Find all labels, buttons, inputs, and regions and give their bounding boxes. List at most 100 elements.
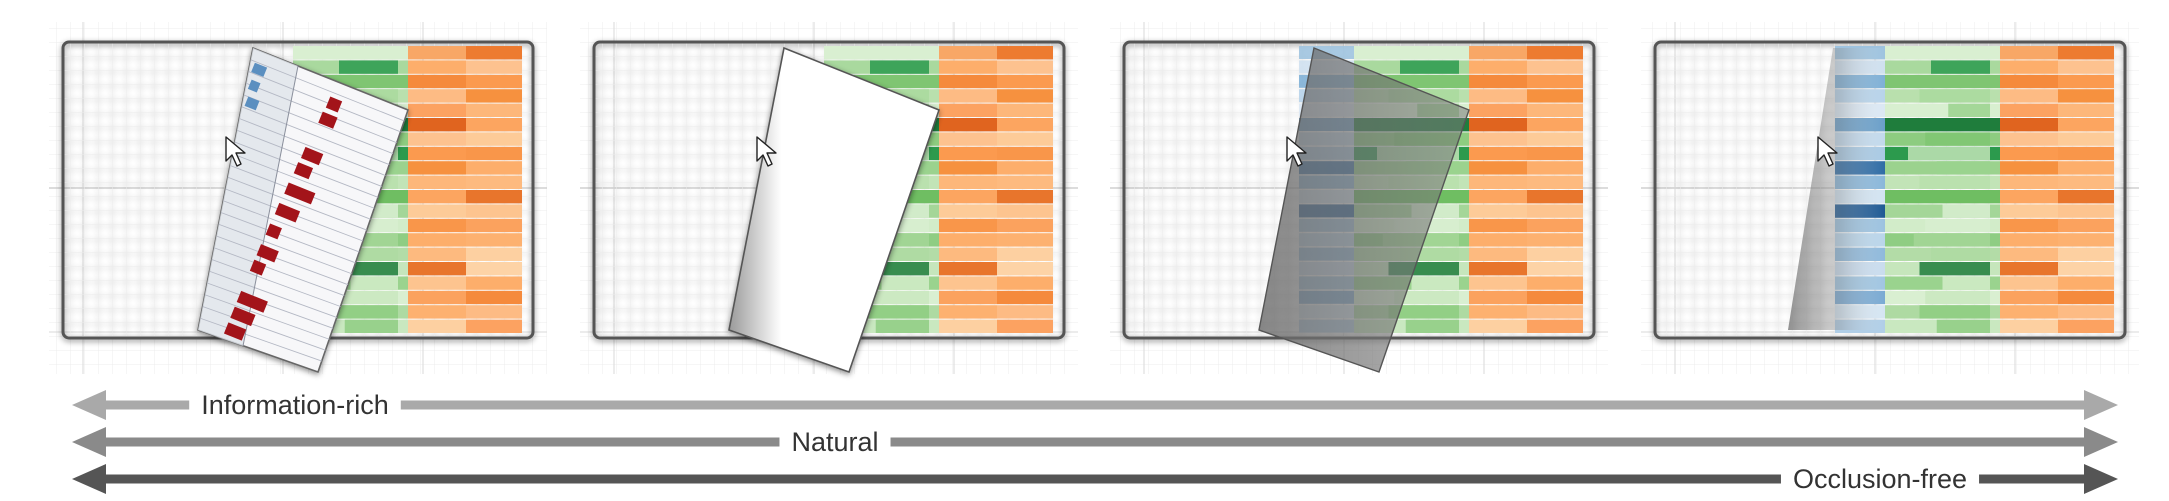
table-cell-orange: [1527, 290, 1583, 305]
table-cell-orange: [466, 118, 522, 132]
flip-card-rule: [218, 223, 352, 275]
table-cell-orange: [939, 175, 997, 189]
flip-card-rule: [232, 153, 375, 209]
panel-4: [1641, 22, 2139, 374]
table-cell-orange: [466, 74, 522, 89]
table-cell-orange: [2058, 103, 2114, 117]
table-cell-green-bar: [870, 60, 929, 74]
table-header-green: [1885, 46, 2000, 60]
flip-card-blue-bar: [251, 62, 268, 77]
table-cell-orange: [2000, 103, 2058, 117]
table-cell-orange: [2000, 276, 2058, 290]
table-cell-orange: [2000, 74, 2058, 89]
table-cell-orange: [1469, 305, 1527, 319]
table-cell-orange: [466, 190, 522, 204]
table-cell-orange: [466, 175, 522, 189]
flip-chart-bar: [284, 182, 316, 205]
mouse-pointer-icon: [756, 136, 777, 167]
table-cell-orange: [997, 204, 1053, 218]
table-cell-orange: [1527, 146, 1583, 161]
table-cell-green-bar: [1388, 305, 1459, 319]
table-cell-orange: [408, 103, 466, 117]
gradient-peel-face: [1788, 48, 1885, 330]
table-cell-orange: [1527, 319, 1583, 333]
flip-card-rule: [202, 306, 326, 351]
table-cell-green-bar: [875, 319, 929, 333]
table-cell-orange: [1469, 175, 1527, 189]
table-cell-orange: [408, 89, 466, 103]
table-cell-orange: [939, 305, 997, 319]
translucent-card-face: [1258, 47, 1470, 373]
panel-3: [1110, 22, 1608, 374]
table-cell-orange: [997, 60, 1053, 74]
scale-label: Information-rich: [201, 390, 389, 420]
table-cell-orange: [1469, 276, 1527, 290]
table-cell-green-bar: [1400, 60, 1459, 74]
table-cell-orange: [2000, 204, 2058, 218]
table-cell-orange: [939, 146, 997, 161]
table-cell-orange: [939, 60, 997, 74]
table-cell-orange: [2058, 89, 2114, 103]
table-cell-green-bar: [1948, 103, 1990, 117]
flip-card-rule: [243, 94, 394, 155]
table-cell-orange: [939, 290, 997, 305]
table-cell-orange: [997, 218, 1053, 233]
table-cell-green-bar: [1931, 247, 1990, 261]
flip-card-rule: [211, 259, 341, 307]
table-cell-green-bar: [1936, 319, 1990, 333]
table-cell-orange: [939, 276, 997, 290]
table-cell-orange: [408, 146, 466, 161]
arrow-head-right-icon: [2084, 464, 2118, 494]
table-cell-orange: [408, 319, 466, 333]
table-cell-orange: [2058, 146, 2114, 161]
arrow-head-right-icon: [2084, 427, 2118, 457]
table-cell-orange: [1469, 190, 1527, 204]
table-cell-green-bar: [1394, 290, 1459, 305]
table-cell-orange: [2058, 247, 2114, 261]
table-cell-orange: [1527, 204, 1583, 218]
table-cell-orange: [408, 262, 466, 276]
table-cell-orange: [2000, 190, 2058, 204]
table-cell-orange: [408, 190, 466, 204]
table-cell-orange: [2000, 175, 2058, 189]
arrow-head-left-icon: [72, 427, 106, 457]
scale-label: Occlusion-free: [1793, 464, 1967, 494]
table-cell-orange: [2058, 132, 2114, 146]
arrow-head-right-icon: [2084, 390, 2118, 420]
table-cell-green-bar: [350, 276, 398, 290]
table-cell-orange: [2000, 262, 2058, 276]
table-cell-orange: [1469, 204, 1527, 218]
flip-card-rule: [223, 200, 360, 253]
table-cell-orange: [1527, 118, 1583, 132]
flip-chart-bar: [236, 290, 268, 313]
table-cell-green-bar: [1405, 319, 1459, 333]
table-cell-green-bar: [1411, 276, 1459, 290]
table-cell-green-bar: [344, 319, 398, 333]
table-cell-orange: [2058, 60, 2114, 74]
table-cell-green-bar: [333, 290, 398, 305]
table-cell-orange: [1469, 103, 1527, 117]
table-cell-orange: [1469, 262, 1527, 276]
table-cell-orange: [1527, 175, 1583, 189]
table-cell-orange: [1469, 218, 1527, 233]
flip-chart-bar: [318, 111, 338, 129]
table-cell-orange: [2000, 146, 2058, 161]
table-cell-orange: [2058, 276, 2114, 290]
flip-card-rule: [213, 247, 345, 297]
table-cell-orange: [2058, 190, 2114, 204]
table-cell-orange: [2058, 290, 2114, 305]
scale-arrow-2: Natural: [72, 427, 2118, 457]
table-cell-green-bar: [339, 60, 398, 74]
flip-card-rule: [245, 82, 397, 144]
table-cell-orange: [2058, 118, 2114, 132]
table-cell-green-bar: [1919, 305, 1990, 319]
table-cell-orange: [1527, 218, 1583, 233]
table-cell-orange: [1469, 247, 1527, 261]
table-cell-green: [1885, 74, 2000, 89]
table-cell-orange: [2058, 161, 2114, 175]
table-cell-orange: [939, 204, 997, 218]
mouse-pointer-icon: [225, 136, 246, 167]
table-cell-orange: [1469, 290, 1527, 305]
table-cell-green-bar: [1936, 161, 1990, 175]
